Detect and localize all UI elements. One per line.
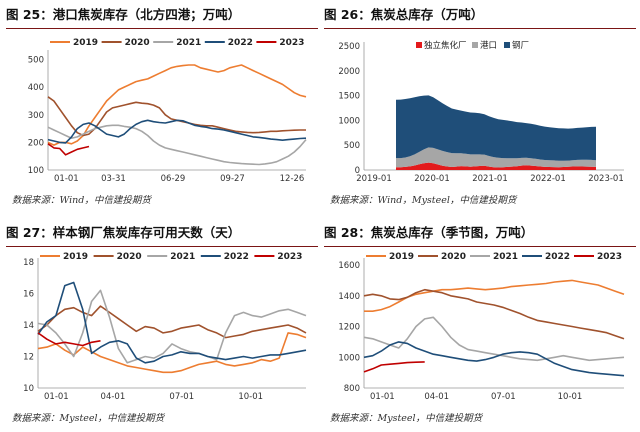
- chart-panel-available-days: 图 27：样本钢厂焦炭库存可用天数（天） 2019 2020 2021 2022 202…: [6, 222, 318, 432]
- legend-label: 2021: [176, 38, 201, 48]
- x-tick-label: 2023-01: [588, 174, 624, 184]
- x-tick-label: 2022-01: [530, 174, 566, 184]
- series-line-2021: [363, 316, 625, 362]
- legend-swatch: [504, 42, 510, 48]
- y-tick-label: 300: [28, 111, 44, 121]
- x-tick-label: 07-01: [169, 392, 194, 402]
- title-divider: [6, 28, 318, 29]
- chart-source-note: 数据来源：Mysteel，中信建投期货: [330, 413, 483, 424]
- series-line-2023: [47, 143, 90, 156]
- x-tick-label: 2019-01: [356, 174, 392, 184]
- series-line-2022: [47, 119, 307, 144]
- y-tick-label: 1000: [338, 353, 360, 363]
- series-line-2020: [37, 305, 307, 339]
- y-tick-label: 10: [23, 384, 34, 394]
- chart-title: 图 25：港口焦炭库存（北方四港；万吨）: [6, 7, 241, 22]
- series-line-2022: [37, 281, 307, 364]
- x-tick-label: 07-01: [491, 392, 516, 402]
- y-tick-label: 2000: [338, 67, 360, 77]
- title-divider: [324, 28, 636, 29]
- chart-panel-total-inventory: 图 26：焦炭总库存（万吨） 独立焦化厂 港口 钢厂 0 500 1000 1500 2000…: [324, 4, 636, 214]
- legend-label: 港口: [480, 40, 497, 51]
- y-tick-label: 1200: [338, 323, 360, 333]
- chart-source-note: 数据来源：Wind，中信建投期货: [12, 195, 151, 206]
- legend-label: 2023: [597, 252, 622, 262]
- y-tick-label: 100: [28, 166, 44, 176]
- legend-label: 2019: [73, 38, 98, 48]
- x-tick-label: 01-01: [54, 174, 79, 184]
- chart-title: 图 28：焦炭总库存（季节图，万吨）: [324, 225, 534, 240]
- series-line-2019: [364, 279, 625, 313]
- y-tick-label: 12: [23, 353, 34, 363]
- title-divider: [6, 246, 318, 247]
- legend-label: 2022: [224, 252, 249, 262]
- legend-swatch: [472, 42, 478, 48]
- y-tick-label: 1500: [338, 92, 360, 102]
- x-tick-label: 12-26: [280, 174, 305, 184]
- legend-label: 2020: [125, 38, 150, 48]
- x-tick-label: 03-31: [101, 174, 126, 184]
- series-line-2020: [363, 288, 625, 340]
- series-line-2021: [47, 124, 307, 166]
- y-tick-label: 18: [23, 258, 34, 268]
- legend-label: 2019: [63, 252, 88, 262]
- legend-label: 钢厂: [512, 40, 529, 51]
- y-tick-label: 200: [28, 138, 44, 148]
- y-tick-label: 16: [23, 290, 34, 300]
- series-line-2021: [37, 289, 307, 364]
- x-tick-label: 2020-01: [414, 174, 450, 184]
- y-tick-label: 0: [355, 166, 360, 176]
- legend-label: 2023: [279, 38, 304, 48]
- y-tick-label: 2500: [338, 42, 360, 52]
- x-tick-label: 09-27: [220, 174, 245, 184]
- x-tick-label: 04-01: [424, 392, 449, 402]
- line-chart: 2019 2020 2021 2022 2023 10 12 14 16 18 01-01 04-01…: [23, 252, 307, 402]
- chart-title: 图 27：样本钢厂焦炭库存可用天数（天）: [6, 225, 241, 240]
- chart-source-note: 数据来源：Mysteel，中信建投期货: [12, 413, 165, 424]
- x-tick-label: 06-29: [161, 174, 186, 184]
- y-tick-label: 800: [344, 384, 360, 394]
- line-chart: 2019 2020 2021 2022 2023 100 200 300 400 500 01-01…: [28, 38, 307, 184]
- series-line-2023: [37, 332, 101, 347]
- x-tick-label: 01-01: [370, 392, 395, 402]
- y-tick-label: 400: [28, 83, 44, 93]
- legend-label: 独立焦化厂: [424, 40, 467, 51]
- stacked-area-chart: 独立焦化厂 港口 钢厂 0 500 1000 1500 2000 2500 2019-01 2020…: [338, 40, 624, 184]
- legend-label: 2020: [441, 252, 466, 262]
- x-tick-label: 10-01: [558, 392, 583, 402]
- y-tick-label: 1400: [338, 292, 360, 302]
- series-line-2019: [47, 64, 307, 146]
- series-area-钢厂: [396, 95, 596, 161]
- y-tick-label: 500: [28, 56, 44, 66]
- legend-label: 2021: [493, 252, 518, 262]
- y-tick-label: 500: [344, 141, 360, 151]
- legend-label: 2021: [170, 252, 195, 262]
- chart-panel-port-inventory: 图 25：港口焦炭库存（北方四港；万吨） 2019 2020 2021 2022 202…: [6, 4, 318, 214]
- series-area-独立焦化厂: [396, 162, 596, 170]
- series-line-2022: [363, 341, 625, 377]
- legend-label: 2020: [117, 252, 142, 262]
- x-tick-label: 04-01: [101, 392, 126, 402]
- x-tick-label: 10-01: [238, 392, 263, 402]
- y-tick-label: 1000: [338, 116, 360, 126]
- legend-label: 2019: [389, 252, 414, 262]
- series-line-2023: [363, 361, 425, 373]
- legend-label: 2022: [545, 252, 570, 262]
- chart-panel-seasonal-inventory: 图 28：焦炭总库存（季节图，万吨） 2019 2020 2021 2022 2023 8…: [324, 222, 636, 432]
- y-tick-label: 1600: [338, 261, 360, 271]
- title-divider: [324, 246, 636, 247]
- y-tick-label: 14: [23, 321, 34, 331]
- chart-title: 图 26：焦炭总库存（万吨）: [324, 7, 484, 22]
- x-tick-label: 2021-01: [472, 174, 508, 184]
- legend-label: 2022: [228, 38, 253, 48]
- line-chart: 2019 2020 2021 2022 2023 800 1000 1200 1400 1600 0…: [338, 252, 625, 402]
- legend-swatch: [416, 42, 422, 48]
- series-area-港口: [396, 147, 596, 168]
- chart-source-note: 数据来源：Wind，Mysteel，中信建投期货: [330, 195, 517, 206]
- x-tick-label: 01-01: [44, 392, 69, 402]
- legend-label: 2023: [277, 252, 302, 262]
- series-line-2019: [37, 332, 307, 374]
